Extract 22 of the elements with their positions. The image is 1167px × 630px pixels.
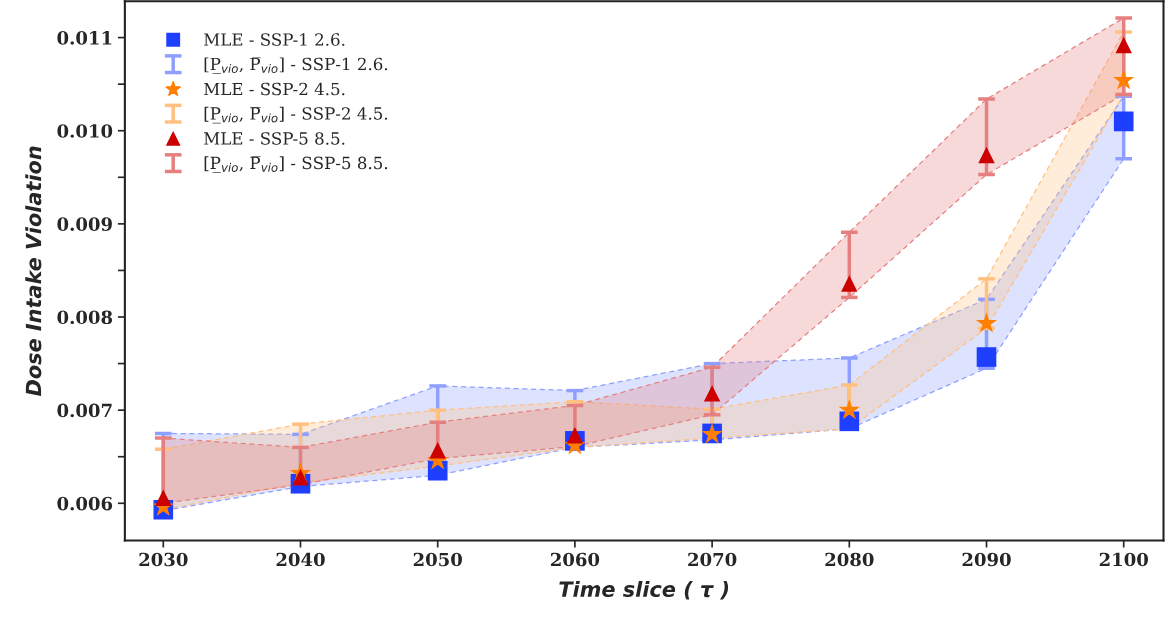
y-tick-label: 0.011 [57, 31, 112, 45]
x-tick-label: 2080 [825, 552, 874, 567]
annotation: [P̲$_{vio}$, P̅$_{vio}$] - SSP-5 8.5. [204, 156, 388, 173]
x-axis-title: Time slice ( τ ) [559, 580, 729, 600]
x-tick-label: 2040 [276, 552, 325, 567]
y-tick-label: 0.008 [57, 310, 113, 325]
y-axis-title: Dose Intake Violation [25, 146, 42, 397]
legend-label: MLE - SSP-1 2.6. [204, 33, 345, 46]
y-tick-label: 0.007 [57, 403, 112, 418]
y-tick-label: 0.009 [57, 217, 112, 231]
legend-label: MLE - SSP-5 8.5. [204, 132, 345, 145]
x-tick-label: 2090 [962, 552, 1011, 567]
x-tick-label: 2100 [1099, 552, 1148, 567]
x-tick-label: 2030 [139, 552, 188, 567]
y-tick-label: 0.006 [57, 496, 113, 511]
y-tick-label: 0.010 [57, 124, 113, 138]
annotation: [P̲$_{vio}$, P̅$_{vio}$] - SSP-2 4.5. [204, 106, 388, 124]
x-tick-label: 2070 [688, 552, 737, 567]
x-tick-label: 2050 [413, 552, 462, 567]
annotation: [P̲$_{vio}$, P̅$_{vio}$] - SSP-1 2.6. [204, 57, 388, 74]
legend-label: MLE - SSP-2 4.5. [204, 82, 345, 96]
x-tick-label: 2060 [550, 552, 600, 567]
